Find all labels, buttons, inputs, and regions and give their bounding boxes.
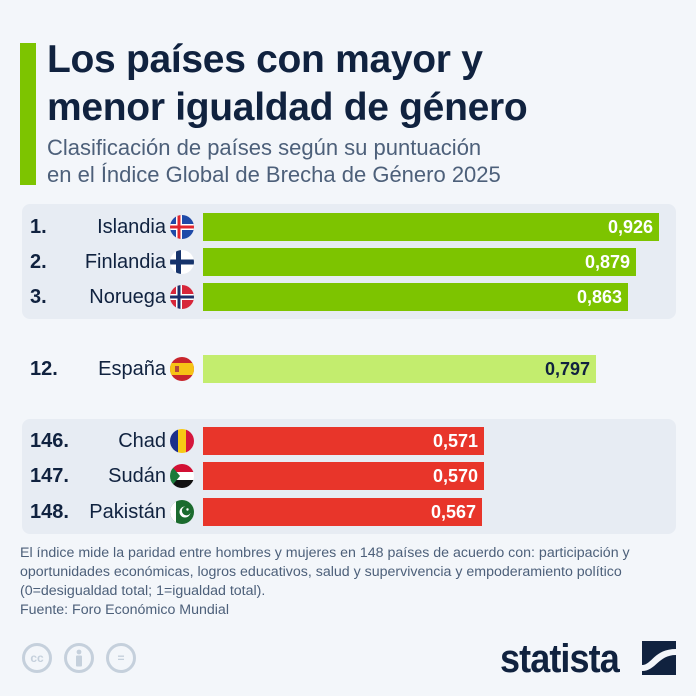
- bar-row: 147. Sudán 0,570: [0, 462, 696, 490]
- country-label: Sudán: [108, 465, 166, 487]
- bar-row: 3. Noruega 0,863: [0, 283, 696, 311]
- spain-flag-icon: [170, 357, 194, 381]
- rank-label: 146.: [30, 430, 69, 452]
- cc-license-icon[interactable]: cc: [22, 643, 52, 673]
- bar-row: 1. Islandia 0,926: [0, 213, 696, 241]
- bar-row: 12. España 0,797: [0, 355, 696, 383]
- no-derivatives-icon[interactable]: =: [106, 643, 136, 673]
- rank-label: 2.: [30, 251, 47, 273]
- pakistan-flag-icon: [170, 500, 194, 524]
- value-label: 0,926: [607, 217, 653, 237]
- rank-label: 148.: [30, 501, 69, 523]
- bar: 0,797: [203, 355, 596, 383]
- value-label: 0,567: [430, 502, 476, 522]
- statista-logo[interactable]: statista: [500, 637, 620, 681]
- country-label: Islandia: [97, 216, 166, 238]
- country-label: España: [98, 358, 166, 380]
- bar-row: 2. Finlandia 0,879: [0, 248, 696, 276]
- norway-flag-icon: [170, 285, 194, 309]
- bar: 0,567: [203, 498, 482, 526]
- subtitle-line-1: Clasificación de países según su puntuac…: [47, 135, 482, 160]
- country-label: Finlandia: [84, 251, 166, 273]
- rank-label: 1.: [30, 216, 47, 238]
- value-label: 0,571: [432, 431, 478, 451]
- footnote: El índice mide la paridad entre hombres …: [20, 545, 630, 599]
- finland-flag-icon: [170, 250, 194, 274]
- rank-label: 147.: [30, 465, 69, 487]
- country-label: Chad: [118, 430, 166, 452]
- title-line-1: Los países con mayor y: [47, 38, 483, 81]
- chart-title: Los países con mayor y menor igualdad de…: [47, 36, 528, 132]
- value-label: 0,570: [432, 466, 478, 486]
- title-accent-bar: [20, 43, 36, 185]
- bar-row: 148. Pakistán 0,567: [0, 498, 696, 526]
- rank-label: 3.: [30, 286, 47, 308]
- sudan-flag-icon: [170, 464, 194, 488]
- bar: 0,863: [203, 283, 628, 311]
- source-text: Fuente: Foro Económico Mundial: [20, 602, 229, 618]
- attribution-icon[interactable]: [64, 643, 94, 673]
- bar: 0,571: [203, 427, 484, 455]
- title-line-2: menor igualdad de género: [47, 86, 528, 129]
- value-label: 0,797: [544, 359, 590, 379]
- chart-subtitle: Clasificación de países según su puntuac…: [47, 134, 501, 188]
- bar: 0,879: [203, 248, 636, 276]
- chad-flag-icon: [170, 429, 194, 453]
- bar: 0,570: [203, 462, 484, 490]
- country-label: Noruega: [89, 286, 166, 308]
- iceland-flag-icon: [170, 215, 194, 239]
- value-label: 0,863: [576, 287, 622, 307]
- country-label: Pakistán: [89, 501, 166, 523]
- rank-label: 12.: [30, 358, 58, 380]
- value-label: 0,879: [584, 252, 630, 272]
- statista-logo-mark-icon: [642, 641, 676, 675]
- subtitle-line-2: en el Índice Global de Brecha de Género …: [47, 162, 501, 187]
- bar: 0,926: [203, 213, 659, 241]
- bar-row: 146. Chad 0,571: [0, 427, 696, 455]
